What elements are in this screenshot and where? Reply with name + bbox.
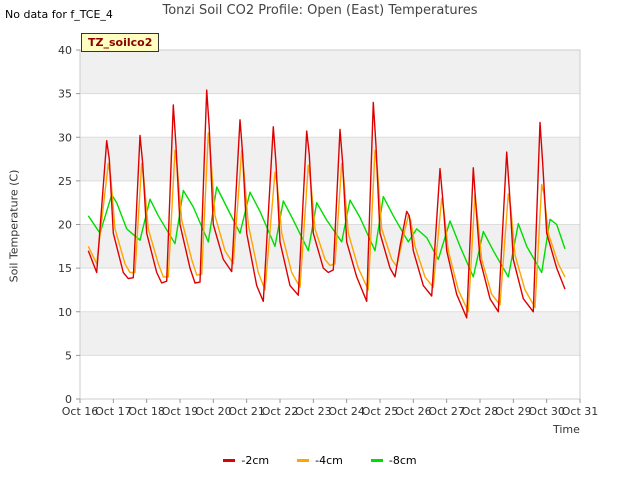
y-tick-label: 10 — [58, 306, 72, 319]
y-tick-label: 35 — [58, 88, 72, 101]
band — [80, 224, 580, 269]
series-lines — [87, 89, 566, 319]
x-tick-label: Oct 27 — [428, 405, 465, 418]
x-axis-label: Time — [553, 423, 580, 436]
x-tick-label: Oct 29 — [495, 405, 532, 418]
legend-swatch-8cm — [370, 459, 383, 462]
x-tick-label: Oct 28 — [462, 405, 499, 418]
x-tick-label: Oct 17 — [95, 405, 132, 418]
x-tick-label: Oct 19 — [162, 405, 199, 418]
site-badge: TZ_soilco2 — [81, 33, 160, 52]
x-tick-label: Oct 22 — [262, 405, 299, 418]
legend-swatch-4cm — [297, 459, 310, 462]
band — [80, 50, 580, 94]
x-tick-label: Oct 18 — [128, 405, 165, 418]
x-tick-label: Oct 23 — [295, 405, 332, 418]
legend-label-4cm: -4cm — [315, 454, 343, 467]
legend-item-4cm[interactable]: -4cm — [297, 454, 343, 467]
x-tick-label: Oct 21 — [228, 405, 265, 418]
legend: -2cm -4cm -8cm — [0, 454, 640, 467]
x-tick-label: Oct 16 — [62, 405, 99, 418]
y-tick-label: 30 — [58, 131, 72, 144]
y-axis-label: Soil Temperature (C) — [7, 169, 21, 283]
y-tick-label: 5 — [65, 349, 72, 362]
legend-item-2cm[interactable]: -2cm — [223, 454, 269, 467]
legend-swatch-2cm — [223, 459, 236, 462]
x-tick-label: Oct 20 — [195, 405, 232, 418]
series-line-8cm — [87, 186, 566, 278]
y-axis: 0 5 10 15 20 25 30 35 40 — [58, 44, 80, 406]
band — [80, 311, 580, 356]
x-tick-label: Oct 30 — [528, 405, 565, 418]
legend-label-8cm: -8cm — [388, 454, 417, 467]
series-line-2cm — [87, 89, 566, 319]
y-tick-label: 15 — [58, 262, 72, 275]
chart-title: Tonzi Soil CO2 Profile: Open (East) Temp… — [162, 3, 478, 18]
background-bands — [80, 50, 580, 356]
y-tick-label: 20 — [58, 219, 72, 232]
x-tick-label: Oct 25 — [362, 405, 399, 418]
y-tick-label: 25 — [58, 175, 72, 188]
x-tick-label: Oct 31 — [562, 405, 599, 418]
x-tick-label: Oct 26 — [395, 405, 432, 418]
y-tick-label: 40 — [58, 44, 72, 57]
y-tick-label: 0 — [65, 393, 72, 406]
band — [80, 137, 580, 181]
no-data-notice: No data for f_TCE_4 — [5, 8, 113, 21]
legend-item-8cm[interactable]: -8cm — [370, 454, 417, 467]
legend-label-2cm: -2cm — [241, 454, 270, 467]
x-tick-label: Oct 24 — [328, 405, 365, 418]
